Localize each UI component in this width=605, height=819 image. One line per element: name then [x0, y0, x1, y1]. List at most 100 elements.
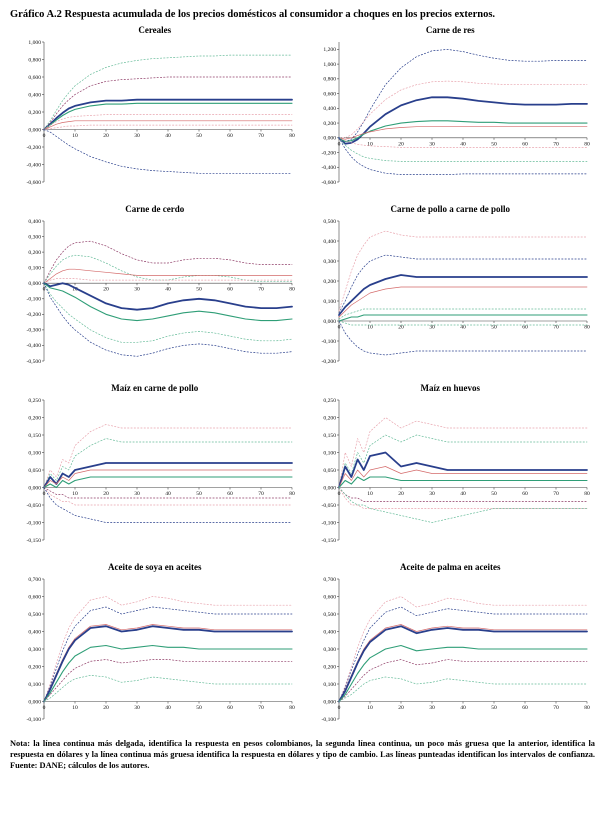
- svg-text:0,000: 0,000: [28, 127, 41, 133]
- svg-text:0,100: 0,100: [28, 266, 41, 272]
- svg-text:0,150: 0,150: [28, 433, 41, 439]
- svg-text:0,600: 0,600: [28, 75, 41, 81]
- series-respuesta-pesos: [338, 126, 588, 140]
- chart-cell: Cereales -0,600 -0,400 -0,200 0,000 0,200 0,4…: [10, 25, 300, 196]
- series-ic-inferior-rosa: [338, 487, 588, 509]
- series-respuesta-pesos: [43, 120, 293, 130]
- svg-text:10: 10: [72, 287, 78, 293]
- series-ic-superior-rosa: [338, 230, 588, 312]
- svg-text:0,250: 0,250: [28, 398, 41, 404]
- svg-text:0,150: 0,150: [324, 433, 337, 439]
- svg-text:80: 80: [584, 491, 590, 497]
- svg-text:40: 40: [460, 141, 466, 147]
- svg-text:0,800: 0,800: [28, 57, 41, 63]
- svg-text:0,600: 0,600: [324, 92, 337, 98]
- svg-text:10: 10: [72, 491, 78, 497]
- svg-text:10: 10: [367, 325, 373, 331]
- series-ic-superior-azul: [338, 49, 588, 142]
- svg-text:50: 50: [491, 491, 497, 497]
- svg-text:60: 60: [522, 705, 528, 711]
- chart-plot: -0,600 -0,400 -0,200 0,000 0,200 0,400 0,600 0,…: [26, 40, 295, 186]
- series-ic-inferior-rosa: [43, 487, 293, 506]
- svg-text:0,000: 0,000: [28, 699, 41, 705]
- svg-text:0,050: 0,050: [28, 468, 41, 474]
- svg-text:0,000: 0,000: [324, 319, 337, 325]
- chart-plot: -0,200 -0,100 0,000 0,100 0,200 0,300 0,400 0,5…: [322, 219, 590, 365]
- chart-cell: Maíz en carne de pollo -0,150 -0,100 -0,05…: [10, 383, 300, 554]
- svg-text:10: 10: [72, 133, 78, 139]
- chart-plot: -0,150 -0,100 -0,050 0,000 0,050 0,100 0,150 0,…: [26, 398, 295, 544]
- series-ic-inferior-rosa: [338, 137, 588, 148]
- svg-text:-0,100: -0,100: [322, 717, 337, 723]
- chart-cell: Maíz en huevos -0,150 -0,100 -0,050 0,000 0,…: [306, 383, 596, 554]
- series-ic-inferior-verde: [338, 487, 588, 523]
- series-respuesta-dolares: [338, 314, 588, 322]
- chart-title: Carne de pollo a carne de pollo: [390, 204, 511, 215]
- svg-text:80: 80: [289, 491, 295, 497]
- svg-text:0,300: 0,300: [28, 647, 41, 653]
- svg-text:70: 70: [553, 705, 559, 711]
- svg-text:0,100: 0,100: [324, 299, 337, 305]
- chart-title: Aceite de soya en aceites: [108, 562, 202, 573]
- svg-text:80: 80: [584, 705, 590, 711]
- svg-text:0,100: 0,100: [28, 450, 41, 456]
- series-respuesta-dolares-tipo-cambio: [338, 96, 589, 145]
- svg-text:0,200: 0,200: [28, 664, 41, 670]
- series-ic-inferior-granate: [43, 487, 293, 499]
- series-respuesta-dolares: [43, 282, 293, 322]
- svg-text:1,000: 1,000: [28, 40, 41, 46]
- svg-text:30: 30: [429, 491, 435, 497]
- svg-text:50: 50: [491, 705, 497, 711]
- svg-text:0,400: 0,400: [324, 106, 337, 112]
- svg-text:30: 30: [429, 325, 435, 331]
- series-ic-inferior-rosa: [43, 124, 293, 130]
- series-ic-superior-verde: [43, 54, 293, 130]
- x-tick-labels: 0 10 20 30 40 50 60 70 80: [42, 701, 295, 711]
- axes: [43, 42, 292, 183]
- series-ic-inferior-verde: [338, 137, 588, 162]
- x-tick-labels: 0 10 20 30 40 50 60 70 80: [338, 321, 590, 331]
- svg-text:0,000: 0,000: [28, 485, 41, 491]
- series-ic-inferior-verde: [338, 676, 588, 702]
- svg-text:60: 60: [227, 133, 233, 139]
- svg-text:0,300: 0,300: [324, 259, 337, 265]
- svg-text:-0,100: -0,100: [26, 520, 41, 526]
- series-ic-inferior-verde: [338, 320, 588, 326]
- svg-text:0,500: 0,500: [28, 612, 41, 618]
- svg-text:-0,100: -0,100: [26, 717, 41, 723]
- document-page: Gráfico A.2 Respuesta acumulada de los p…: [10, 9, 596, 770]
- x-tick-labels: 0 10 20 30 40 50 60 70 80: [42, 129, 295, 139]
- series-respuesta-dolares: [43, 476, 293, 489]
- series-ic-superior-azul: [43, 606, 293, 702]
- x-tick-labels: 0 10 20 30 40 50 60 70 80: [42, 283, 295, 293]
- series-ic-inferior-azul: [43, 282, 293, 357]
- svg-text:0,000: 0,000: [324, 699, 337, 705]
- svg-text:0,200: 0,200: [324, 664, 337, 670]
- svg-text:0,100: 0,100: [324, 682, 337, 688]
- svg-text:80: 80: [289, 133, 295, 139]
- series-respuesta-dolares-tipo-cambio: [338, 451, 589, 489]
- svg-text:50: 50: [196, 287, 202, 293]
- series-ic-superior-granate: [43, 240, 293, 284]
- series-ic-inferior-verde: [43, 675, 293, 702]
- svg-text:10: 10: [367, 141, 373, 147]
- svg-text:40: 40: [165, 133, 171, 139]
- svg-text:40: 40: [165, 705, 171, 711]
- x-tick-labels: 0 10 20 30 40 50 60 70 80: [338, 137, 590, 147]
- svg-text:-0,300: -0,300: [26, 328, 41, 334]
- svg-text:10: 10: [72, 705, 78, 711]
- svg-text:0,200: 0,200: [324, 415, 337, 421]
- svg-text:0,600: 0,600: [324, 594, 337, 600]
- svg-text:-0,600: -0,600: [322, 180, 337, 186]
- series-respuesta-dolares-tipo-cambio: [42, 282, 293, 311]
- series-respuesta-pesos: [43, 268, 293, 284]
- series-ic-superior-rosa: [43, 278, 293, 284]
- series-respuesta-dolares-tipo-cambio: [42, 462, 293, 489]
- svg-text:0,700: 0,700: [324, 577, 337, 583]
- svg-text:0,050: 0,050: [324, 468, 337, 474]
- svg-text:0,000: 0,000: [324, 485, 337, 491]
- svg-text:20: 20: [103, 133, 109, 139]
- series-ic-superior-rosa: [43, 114, 293, 130]
- svg-text:0,250: 0,250: [324, 398, 337, 404]
- y-tick-labels: -0,100 0,000 0,100 0,200 0,300 0,400 0,500 0,60…: [322, 577, 340, 723]
